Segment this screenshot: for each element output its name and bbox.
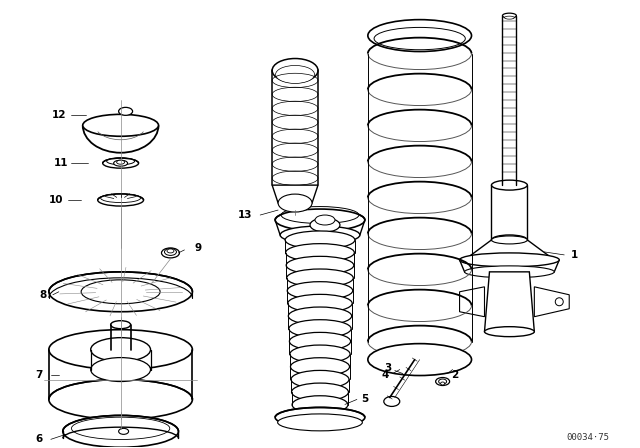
Ellipse shape [164,249,177,255]
Ellipse shape [275,209,365,231]
Ellipse shape [289,332,351,350]
Ellipse shape [460,253,559,267]
Ellipse shape [275,407,365,427]
Ellipse shape [436,378,449,385]
Ellipse shape [276,65,315,83]
Ellipse shape [285,244,355,262]
Polygon shape [460,287,484,317]
Ellipse shape [102,158,139,168]
Text: 00034·75: 00034·75 [566,433,609,442]
Ellipse shape [504,16,515,19]
Polygon shape [534,287,569,317]
Ellipse shape [292,383,348,401]
Ellipse shape [107,158,134,165]
Polygon shape [484,272,534,332]
Ellipse shape [440,382,445,385]
Text: 8: 8 [39,290,47,300]
Ellipse shape [81,280,160,304]
Polygon shape [465,240,554,260]
Ellipse shape [161,248,179,258]
Ellipse shape [91,358,150,382]
Ellipse shape [368,20,472,52]
Ellipse shape [384,396,400,406]
Ellipse shape [465,254,554,266]
Ellipse shape [492,236,527,244]
Ellipse shape [272,59,318,82]
Text: 9: 9 [195,243,202,253]
Ellipse shape [72,417,170,439]
Ellipse shape [492,180,527,190]
Text: 1: 1 [571,250,578,260]
Ellipse shape [111,321,131,329]
Ellipse shape [100,194,141,202]
Ellipse shape [49,272,193,312]
Ellipse shape [310,218,340,232]
Ellipse shape [465,266,554,278]
Ellipse shape [291,370,349,388]
Polygon shape [272,185,318,203]
Ellipse shape [278,194,312,212]
Ellipse shape [438,379,447,384]
Ellipse shape [289,320,351,338]
Text: 7: 7 [35,370,43,379]
Ellipse shape [368,344,472,375]
Ellipse shape [285,231,355,249]
Text: 2: 2 [451,370,458,379]
Ellipse shape [49,330,193,370]
Ellipse shape [49,379,193,419]
Ellipse shape [502,13,516,18]
Ellipse shape [292,396,348,414]
Ellipse shape [315,215,335,225]
Ellipse shape [374,27,465,50]
Ellipse shape [289,307,351,325]
Ellipse shape [286,256,354,274]
Text: 13: 13 [238,210,253,220]
Ellipse shape [484,327,534,336]
Text: 3: 3 [384,362,392,373]
Text: 5: 5 [361,394,369,405]
Ellipse shape [291,358,349,376]
Text: 6: 6 [35,434,42,444]
Ellipse shape [63,415,179,447]
Ellipse shape [287,282,353,300]
Ellipse shape [287,269,353,287]
Text: 12: 12 [52,110,66,121]
Ellipse shape [98,194,143,206]
Ellipse shape [281,207,359,224]
Ellipse shape [114,160,127,166]
Ellipse shape [288,294,352,312]
Ellipse shape [278,414,362,431]
Ellipse shape [118,108,132,115]
Text: 10: 10 [49,195,63,205]
Text: 4: 4 [381,370,388,379]
Text: 11: 11 [54,158,68,168]
Ellipse shape [116,160,125,164]
Polygon shape [460,260,559,272]
Ellipse shape [492,235,527,245]
Ellipse shape [118,428,129,435]
Ellipse shape [280,226,360,244]
Ellipse shape [290,345,350,363]
Ellipse shape [83,114,159,136]
Ellipse shape [167,249,174,253]
Ellipse shape [91,338,150,362]
Ellipse shape [556,298,563,306]
